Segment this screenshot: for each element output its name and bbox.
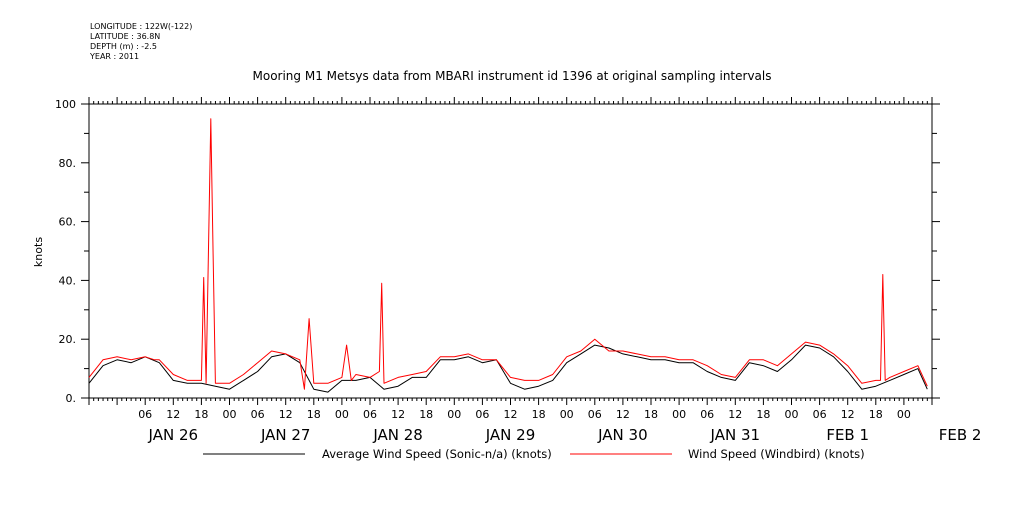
x-date-label: JAN 30 <box>597 426 648 444</box>
x-date-label: FEB 1 <box>826 426 869 444</box>
x-tick-label: 12 <box>166 408 180 421</box>
x-tick-label: 18 <box>532 408 546 421</box>
x-tick-label: 12 <box>504 408 518 421</box>
x-tick-label: 00 <box>560 408 574 421</box>
x-date-label: JAN 28 <box>372 426 423 444</box>
meta-year: YEAR : 2011 <box>89 52 139 61</box>
x-tick-label: 00 <box>223 408 237 421</box>
y-axis-label: knots <box>32 237 45 267</box>
y-tick-label: 40. <box>59 274 77 287</box>
x-tick-label: 00 <box>672 408 686 421</box>
x-date-label: JAN 26 <box>148 426 199 444</box>
y-tick-label: 20. <box>59 333 77 346</box>
x-tick-label: 00 <box>447 408 461 421</box>
x-tick-label: 12 <box>391 408 405 421</box>
series-line-windbird-wind-speed <box>88 118 928 390</box>
x-ticks-layer: 06 12 18 00 06 12 18 00 06 12 18 00 06 12 18 00 06 12 18 00… <box>88 97 982 444</box>
x-date-label: JAN 27 <box>260 426 311 444</box>
x-tick-label: 18 <box>419 408 433 421</box>
legend-label-average: Average Wind Speed (Sonic-n/a) (knots) <box>322 447 552 461</box>
x-tick-label: 06 <box>363 408 377 421</box>
x-tick-label: 12 <box>616 408 630 421</box>
x-tick-label: 18 <box>194 408 208 421</box>
meta-longitude: LONGITUDE : 122W(-122) <box>90 22 192 31</box>
x-tick-label: 06 <box>251 408 265 421</box>
x-date-label: FEB 2 <box>939 426 982 444</box>
y-tick-label: 0. <box>66 392 77 405</box>
meta-latitude: LATITUDE : 36.8N <box>90 32 160 41</box>
y-tick-label: 80. <box>59 157 77 170</box>
x-tick-label: 00 <box>335 408 349 421</box>
chart-title: Mooring M1 Metsys data from MBARI instru… <box>253 69 772 83</box>
x-tick-label: 18 <box>307 408 321 421</box>
x-tick-label: 06 <box>138 408 152 421</box>
x-tick-label: 12 <box>728 408 742 421</box>
x-tick-label: 00 <box>897 408 911 421</box>
x-tick-label: 00 <box>785 408 799 421</box>
series-line-average-wind-speed <box>88 344 928 393</box>
x-tick-label: 06 <box>700 408 714 421</box>
x-tick-label: 18 <box>756 408 770 421</box>
plot-frame <box>88 103 933 399</box>
x-tick-label: 12 <box>279 408 293 421</box>
x-tick-label: 06 <box>813 408 827 421</box>
y-tick-label: 60. <box>59 216 77 229</box>
meta-depth: DEPTH (m) : -2.5 <box>90 42 157 51</box>
x-date-label: JAN 29 <box>485 426 536 444</box>
x-tick-label: 18 <box>869 408 883 421</box>
y-tick-label: 100 <box>55 98 76 111</box>
x-tick-label: 18 <box>644 408 658 421</box>
legend-label-windbird: Wind Speed (Windbird) (knots) <box>688 447 865 461</box>
y-ticks-layer: 0. 20. 40. 60. 80. 100 <box>55 98 940 405</box>
x-tick-label: 06 <box>475 408 489 421</box>
x-date-label: JAN 31 <box>710 426 761 444</box>
x-tick-label: 12 <box>841 408 855 421</box>
x-tick-label: 06 <box>588 408 602 421</box>
series-layer <box>88 118 928 393</box>
